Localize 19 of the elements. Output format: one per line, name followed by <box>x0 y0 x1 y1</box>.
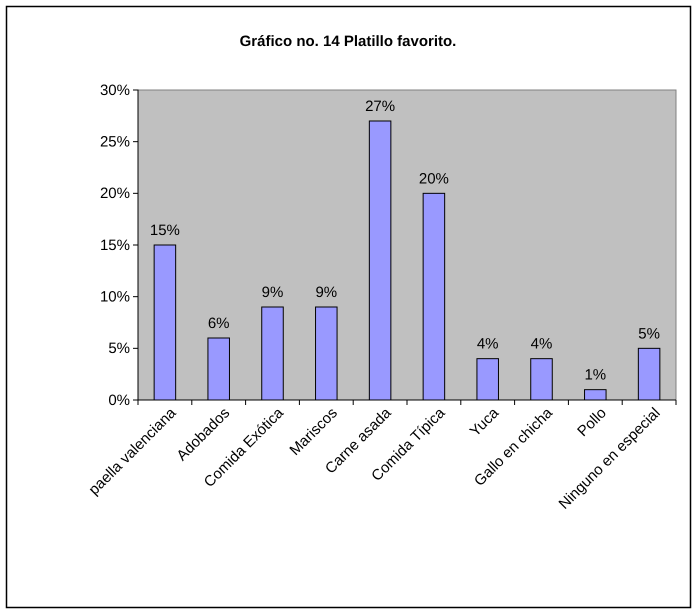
data-label: 9% <box>315 284 338 301</box>
data-label: 9% <box>262 284 284 301</box>
y-tick-label: 5% <box>108 340 130 358</box>
data-label: 5% <box>638 325 660 342</box>
data-label: 20% <box>418 170 449 188</box>
y-tick-label: 20% <box>100 185 130 202</box>
y-tick-label: 10% <box>100 288 130 306</box>
data-label: 15% <box>150 222 180 239</box>
data-label: 27% <box>365 98 396 115</box>
data-label: 1% <box>584 366 606 384</box>
data-label: 4% <box>530 336 552 353</box>
chart-title: Gráfico no. 14 Platillo favorito. <box>240 33 456 50</box>
data-label: 6% <box>208 315 230 332</box>
y-tick-label: 15% <box>100 236 130 254</box>
x-tick-label: Yuca <box>466 404 503 440</box>
y-tick-label: 0% <box>108 392 130 409</box>
y-tick-label: 25% <box>100 133 130 150</box>
data-label: 4% <box>476 336 499 353</box>
y-tick-label: 30% <box>100 82 130 99</box>
